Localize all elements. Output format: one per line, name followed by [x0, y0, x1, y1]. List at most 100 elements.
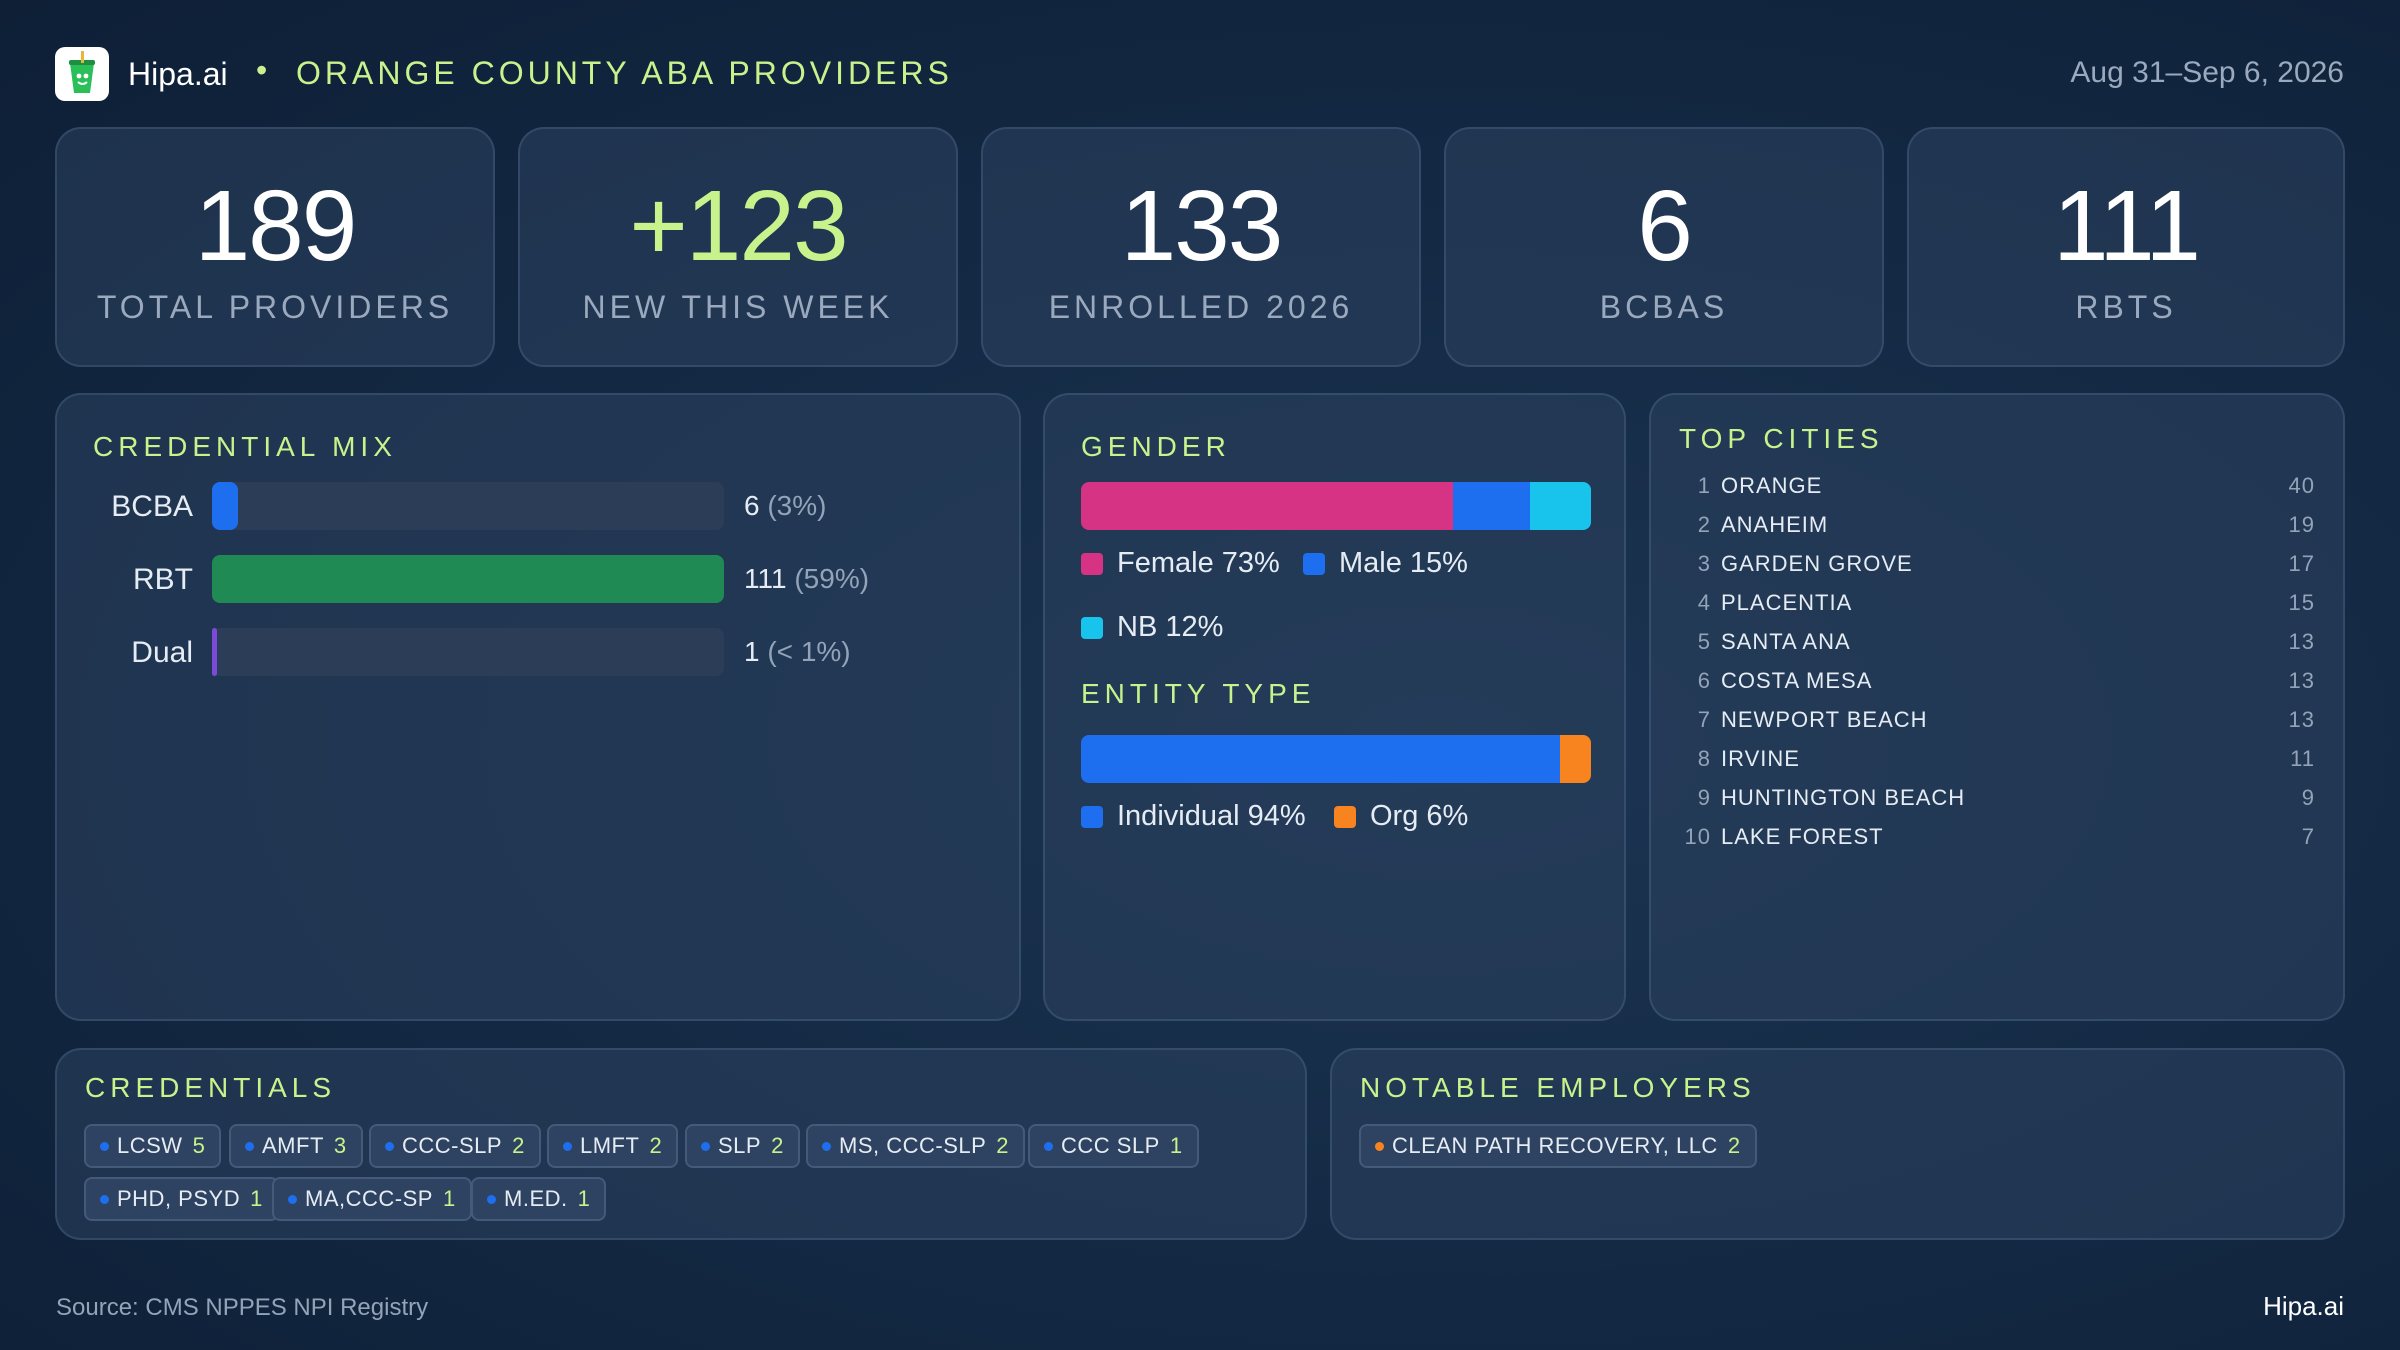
city-count: 7 — [2301, 824, 2315, 849]
city-row: 10 LAKE FOREST 7 — [1681, 824, 2315, 858]
credentials-panel: CREDENTIALS LCSW 5 AMFT 3 CCC-SLP 2 LMFT 2 SLP 2 M… — [55, 1048, 1307, 1240]
city-rank: 2 — [1697, 512, 1711, 537]
chip-count: 3 — [333, 1133, 347, 1158]
stacked-bar-segment — [1081, 735, 1561, 783]
chip-dot — [385, 1141, 394, 1151]
kpi-value: 111 — [2052, 170, 2201, 282]
legend-item: Male 15% — [1303, 547, 1468, 580]
city-rank: 1 — [1697, 473, 1711, 498]
stacked-bar-segment — [1560, 735, 1591, 783]
legend-item: NB 12% — [1081, 611, 1223, 644]
chip-count: 2 — [996, 1133, 1010, 1158]
section-title: CREDENTIALS — [85, 1072, 337, 1103]
chip-count: 5 — [192, 1133, 206, 1158]
chip-count: 2 — [771, 1133, 784, 1158]
chip-label: CCC SLP — [1061, 1133, 1160, 1158]
city-count: 13 — [2288, 629, 2315, 654]
section-title: CREDENTIAL MIX — [93, 431, 397, 462]
chip-dot — [245, 1141, 254, 1151]
footer-brand: Hipa.ai — [2263, 1291, 2344, 1321]
city-rank: 4 — [1697, 590, 1711, 615]
city-rank: 8 — [1697, 746, 1711, 771]
credential-mix-bar — [212, 628, 218, 676]
credential-mix-count: 6 — [744, 490, 768, 521]
credential-chip: SLP 2 — [685, 1124, 800, 1168]
city-count: 40 — [2288, 473, 2315, 498]
city-row: 5 SANTA ANA 13 — [1681, 629, 2315, 663]
legend-label: Org 6% — [1370, 800, 1469, 832]
credential-mix-pct: (< 1%) — [767, 636, 851, 667]
chip-label: MS, CCC-SLP — [839, 1133, 987, 1158]
chip-dot — [288, 1194, 297, 1204]
credential-chip: LMFT 2 — [547, 1124, 679, 1168]
chip-count: 2 — [1727, 1133, 1741, 1158]
chip-count: 2 — [649, 1133, 663, 1158]
stacked-bar-segment — [1453, 482, 1530, 530]
credential-mix-label: Dual — [131, 636, 193, 669]
city-name: LAKE FOREST — [1721, 824, 1884, 849]
credential-chip: CCC-SLP 2 — [369, 1124, 541, 1168]
stacked-bar-segment — [1529, 482, 1591, 530]
city-name: IRVINE — [1721, 746, 1800, 771]
city-name: ANAHEIM — [1721, 512, 1829, 537]
top-cities-panel: TOP CITIES 1 ORANGE 40 2 ANAHEIM 19 3 GARDEN GR… — [1649, 393, 2345, 1021]
kpi-value: 133 — [1120, 170, 1284, 282]
legend-swatch — [1334, 805, 1356, 828]
legend-item: Org 6% — [1334, 800, 1468, 833]
chip-dot — [563, 1141, 572, 1151]
city-count: 17 — [2288, 551, 2315, 576]
legend-swatch — [1081, 616, 1103, 639]
kpi-card-enrolled: 133 ENROLLED 2026 — [981, 127, 1421, 367]
chip-label: LMFT — [580, 1133, 640, 1158]
date-range: Aug 31–Sep 6, 2026 — [2070, 56, 2344, 89]
legend-label: Female 73% — [1117, 547, 1280, 579]
credential-mix-track — [212, 555, 724, 603]
section-title: ENTITY TYPE — [1081, 678, 1316, 709]
legend-label: Individual 94% — [1117, 800, 1306, 832]
city-rank: 9 — [1697, 785, 1711, 810]
chip-count: 2 — [512, 1133, 525, 1158]
city-count: 15 — [2288, 590, 2315, 615]
credential-mix-panel: CREDENTIAL MIX BCBA 6 (3%) RBT 111 (59%) Dua… — [55, 393, 1021, 1021]
city-rank: 5 — [1697, 629, 1711, 654]
legend-swatch — [1081, 552, 1103, 575]
city-rank: 7 — [1697, 707, 1711, 732]
city-rank: 3 — [1697, 551, 1711, 576]
credential-chip: MS, CCC-SLP 2 — [806, 1124, 1026, 1168]
credential-mix-count: 111 — [744, 563, 795, 594]
section-title: NOTABLE EMPLOYERS — [1360, 1072, 1756, 1103]
chip-label: PHD, PSYD — [117, 1186, 241, 1211]
kpi-value: +123 — [629, 170, 848, 282]
chip-dot — [822, 1141, 831, 1151]
section-title: GENDER — [1081, 431, 1231, 462]
city-count: 19 — [2288, 512, 2315, 537]
chip-label: MA,CCC-SP — [305, 1186, 433, 1211]
notable-employers-panel: NOTABLE EMPLOYERS CLEAN PATH RECOVERY, L… — [1330, 1048, 2345, 1240]
page-title: ORANGE COUNTY ABA PROVIDERS — [296, 55, 953, 91]
city-name: GARDEN GROVE — [1721, 551, 1913, 576]
credential-mix-bar — [212, 555, 724, 603]
credential-chip: MA,CCC-SP 1 — [272, 1177, 472, 1221]
credential-chip: M.ED. 1 — [471, 1177, 607, 1221]
kpi-card-bcbas: 6 BCBAS — [1444, 127, 1884, 367]
chip-count: 1 — [577, 1186, 591, 1211]
credential-mix-value: 111 (59%) — [744, 563, 869, 595]
city-row: 8 IRVINE 11 — [1681, 746, 2315, 780]
app-logo — [55, 47, 109, 101]
gender-entity-panel: GENDER ENTITY TYPE Female 73% Male 15% NB … — [1043, 393, 1626, 1021]
city-count: 13 — [2288, 668, 2315, 693]
city-count: 11 — [2290, 746, 2315, 771]
chip-dot — [487, 1194, 496, 1204]
city-row: 1 ORANGE 40 — [1681, 473, 2315, 507]
legend-swatch — [1303, 552, 1325, 575]
kpi-label: ENROLLED 2026 — [1048, 289, 1354, 325]
kpi-label: NEW THIS WEEK — [582, 289, 894, 325]
city-name: SANTA ANA — [1721, 629, 1851, 654]
kpi-label: TOTAL PROVIDERS — [96, 289, 454, 325]
credential-mix-value: 1 (< 1%) — [744, 636, 851, 668]
kpi-value: 189 — [194, 170, 358, 282]
legend-label: Male 15% — [1339, 547, 1468, 579]
title-separator: • — [256, 52, 268, 88]
chip-count: 1 — [1169, 1133, 1183, 1158]
section-title: TOP CITIES — [1679, 423, 1884, 454]
